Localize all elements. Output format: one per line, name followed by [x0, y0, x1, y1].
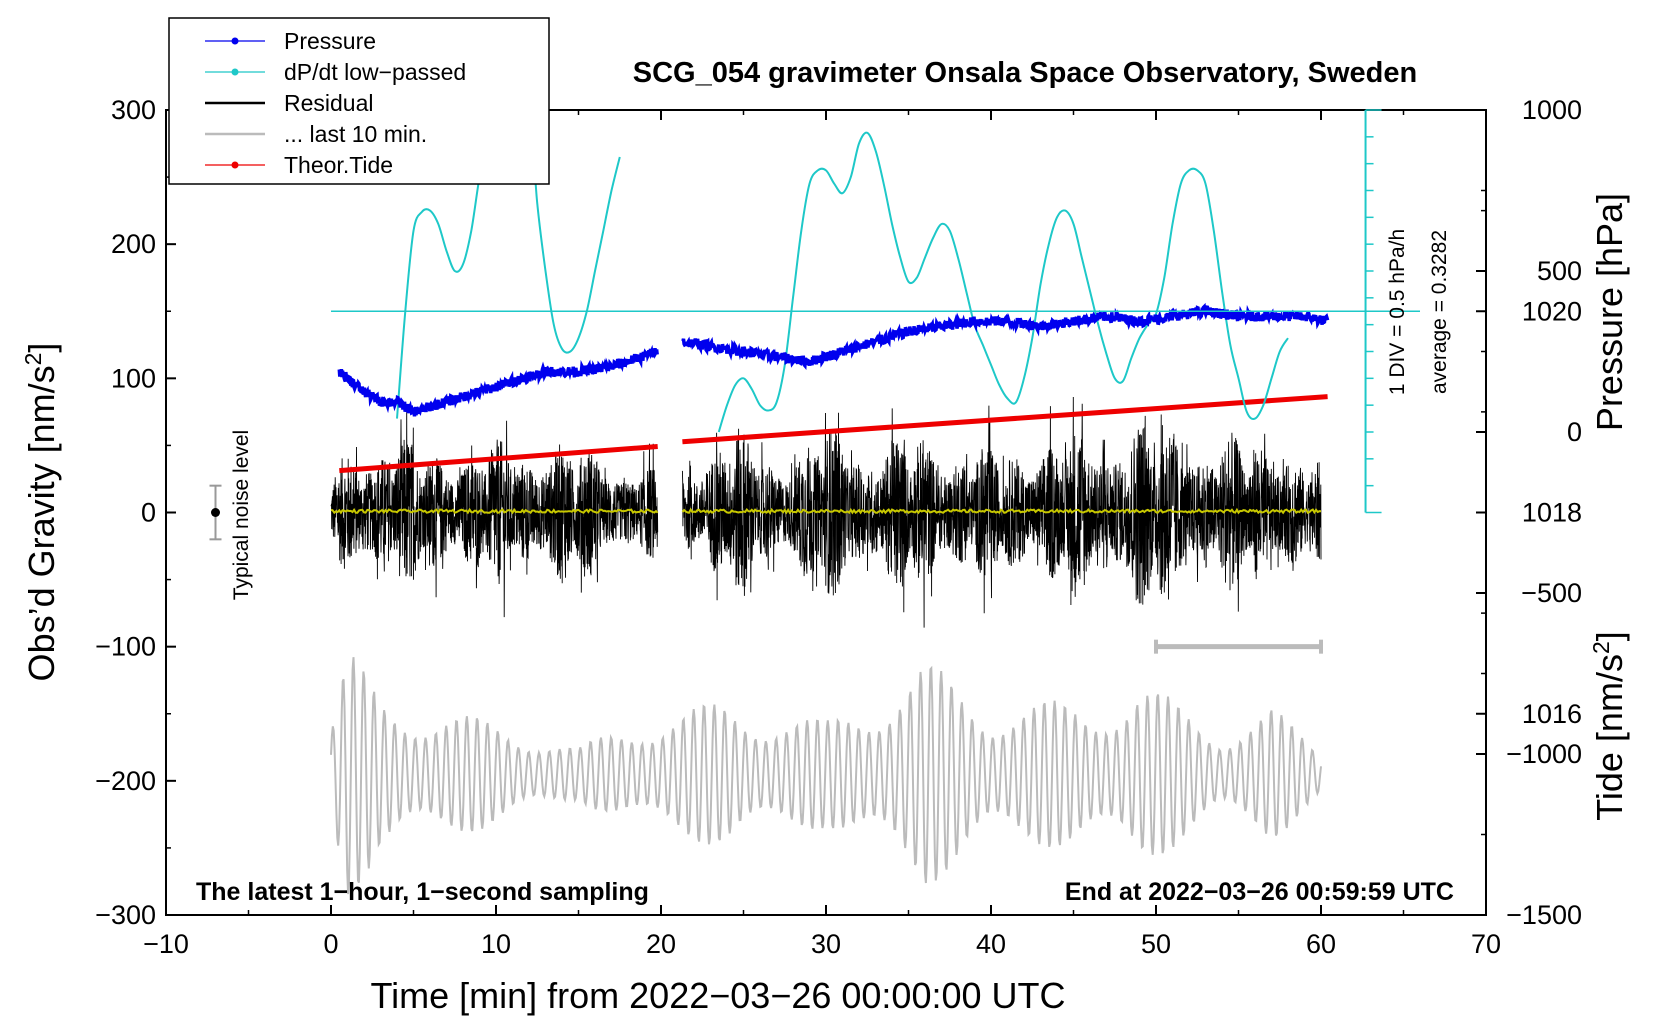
y-left-tick-label: 100 [111, 363, 156, 393]
legend-items: Pressure dP/dt low−passed Residual ... last… [205, 28, 466, 178]
legend-label: dP/dt low−passed [284, 59, 466, 85]
dpdt-div-label: 1 DIV = 0.5 hPa/h [1386, 229, 1409, 395]
legend-marker [231, 161, 239, 169]
series-layer [330, 110, 1330, 895]
y-left-tick-label: 0 [141, 498, 156, 528]
y-axis-title-tide-text: Tide [nm/s [1589, 654, 1630, 821]
y-axis-title-pressure: Pressure [hPa] [1589, 193, 1630, 431]
y-left-tick-label: −100 [95, 632, 156, 662]
x-tick-label: −10 [143, 929, 189, 959]
residual-series [330, 396, 1322, 628]
legend-box [168, 17, 550, 185]
x-tick-label: 60 [1306, 929, 1336, 959]
dpdt-average-label: average = 0.3282 [1428, 230, 1451, 394]
y-axis-title-tide: Tide [nm/s2] [1588, 631, 1630, 821]
x-axis-title: Time [min] from 2022−03−26 00:00:00 UTC [370, 975, 1065, 1016]
mean-residual-series [330, 507, 1322, 515]
x-tick-label: 40 [976, 929, 1006, 959]
x-tick-label: 20 [646, 929, 676, 959]
dpdt-series-segment-1 [396, 110, 621, 419]
y-axis-title-left: Obs’d Gravity [nm/s2] [20, 343, 62, 682]
noise-level-label: Typical noise level [230, 430, 253, 600]
x-tick-label: 10 [481, 929, 511, 959]
y-left-tick-label: 200 [111, 229, 156, 259]
y-left-tick-label: −300 [95, 900, 156, 930]
tide-tick-label: −1500 [1506, 900, 1582, 930]
y-axis-title-left-text: Obs’d Gravity [nm/s [21, 365, 62, 681]
sampling-note: The latest 1−hour, 1−second sampling [196, 878, 649, 906]
pressure-series [337, 302, 1330, 417]
noise-level-dot [211, 508, 220, 517]
legend-marker [231, 37, 239, 45]
y-left-tick-label: −200 [95, 766, 156, 796]
legend-item: dP/dt low−passed [205, 59, 466, 85]
tick-marks: −10 0 10 20 30 40 50 60 703002001000−100−200−300… [95, 95, 1582, 959]
y-axis-title-left-sup: 2 [20, 353, 46, 366]
last-10-min-series [330, 657, 1322, 895]
legend-item: Theor.Tide [205, 152, 393, 178]
annotation-layer [209, 109, 1420, 654]
tide-series-segment [682, 394, 1328, 445]
tide-series-segment [339, 444, 658, 474]
legend-label: Residual [284, 90, 374, 116]
chart-title: SCG_054 gravimeter Onsala Space Observat… [633, 57, 1417, 89]
x-tick-label: 50 [1141, 929, 1171, 959]
x-tick-label: 70 [1471, 929, 1501, 959]
end-time-note: End at 2022−03−26 00:59:59 UTC [1065, 878, 1454, 906]
tide-tick-label: 500 [1537, 256, 1582, 286]
tide-tick-label: 1000 [1522, 95, 1582, 125]
y-axis-title-left-close: ] [21, 343, 62, 353]
pressure-tick-label: 1020 [1522, 296, 1582, 326]
tide-tick-label: −1000 [1506, 739, 1582, 769]
legend-label: ... last 10 min. [284, 121, 427, 147]
y-left-tick-label: 300 [111, 95, 156, 125]
tide-tick-label: 0 [1567, 417, 1582, 447]
y-axis-title-tide-close: ] [1589, 631, 1630, 641]
legend-item: Residual [205, 90, 374, 116]
x-tick-label: 30 [811, 929, 841, 959]
legend-marker [231, 68, 239, 76]
dpdt-series-segment-2 [717, 131, 1289, 433]
x-tick-label: 0 [323, 929, 338, 959]
legend: Pressure dP/dt low−passed Residual ... last… [168, 17, 550, 185]
legend-item: Pressure [205, 28, 376, 54]
pressure-tick-label: 1016 [1522, 699, 1582, 729]
pressure-tick-label: 1018 [1522, 498, 1582, 528]
y-axis-title-tide-sup: 2 [1588, 641, 1614, 654]
tide-tick-label: −500 [1521, 578, 1582, 608]
legend-label: Theor.Tide [284, 152, 393, 178]
legend-label: Pressure [284, 28, 376, 54]
legend-item: ... last 10 min. [205, 121, 427, 147]
